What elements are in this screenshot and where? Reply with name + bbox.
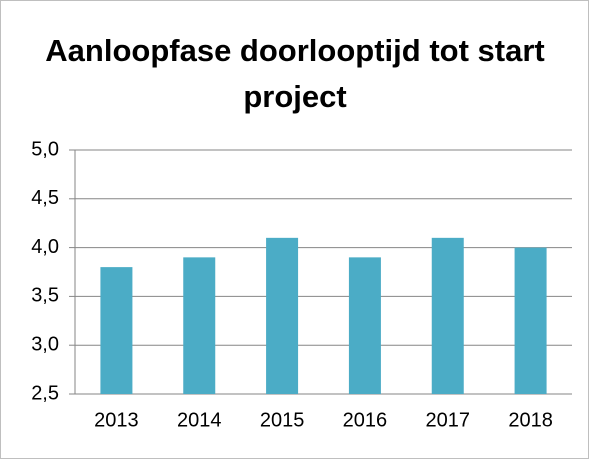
x-tick-label: 2016 xyxy=(343,409,388,431)
x-tick-label: 2018 xyxy=(508,409,553,431)
x-tick-label: 2017 xyxy=(426,409,471,431)
y-tick-label: 4,5 xyxy=(31,187,59,209)
x-tick-label: 2013 xyxy=(94,409,139,431)
x-tick-label: 2014 xyxy=(177,409,222,431)
y-tick-label: 5,0 xyxy=(31,138,59,160)
chart-title: Aanloopfase doorlooptijd tot start proje… xyxy=(45,33,545,114)
bar xyxy=(514,247,547,394)
bar xyxy=(266,237,299,394)
bar xyxy=(183,257,216,394)
x-tick-label: 2015 xyxy=(260,409,305,431)
y-tick-label: 2,5 xyxy=(31,382,59,404)
bar xyxy=(348,257,381,394)
y-tick-label: 3,5 xyxy=(31,285,59,307)
y-tick-label: 4,0 xyxy=(31,236,59,258)
y-tick-label: 3,0 xyxy=(31,333,59,355)
bar xyxy=(431,237,464,394)
bar xyxy=(100,267,133,394)
